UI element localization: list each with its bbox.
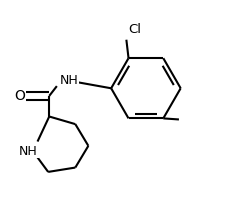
Text: O: O [15,89,25,103]
Text: NH: NH [19,145,38,158]
Text: Cl: Cl [128,24,142,37]
Text: NH: NH [59,74,78,87]
